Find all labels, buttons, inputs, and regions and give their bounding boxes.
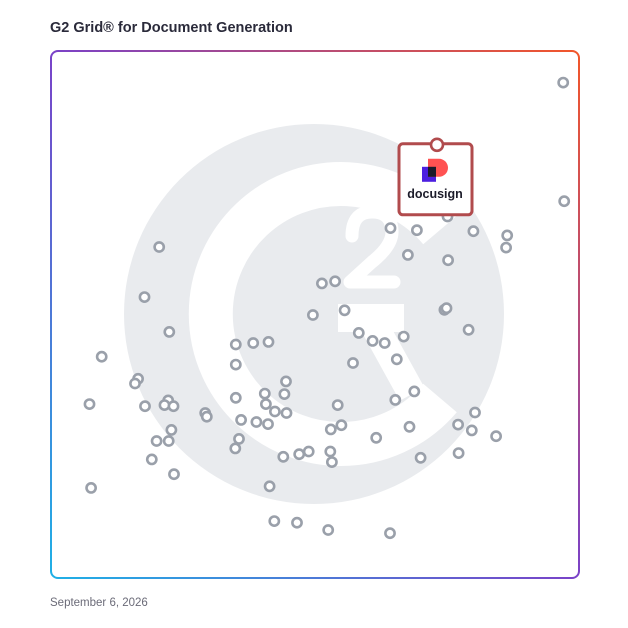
product-point-21[interactable] bbox=[352, 326, 365, 339]
product-point-6[interactable] bbox=[384, 222, 397, 234]
highlighted-product[interactable]: docusign bbox=[397, 137, 474, 217]
product-point-37[interactable] bbox=[408, 385, 421, 398]
product-point-1[interactable] bbox=[557, 76, 570, 89]
product-point-31[interactable] bbox=[390, 353, 403, 366]
product-point-7[interactable] bbox=[401, 248, 414, 261]
product-point-30[interactable] bbox=[347, 357, 359, 369]
product-point-56[interactable] bbox=[403, 420, 416, 433]
page-title: G2 Grid® for Document Generation bbox=[50, 20, 293, 36]
product-point-59[interactable] bbox=[469, 406, 481, 419]
product-point-38[interactable] bbox=[229, 391, 242, 404]
product-point-49[interactable] bbox=[235, 413, 247, 426]
docusign-logo-icon bbox=[422, 158, 448, 182]
product-point-12[interactable] bbox=[138, 291, 151, 303]
product-point-17[interactable] bbox=[462, 323, 475, 336]
product-point-67[interactable] bbox=[324, 445, 337, 458]
product-point-29[interactable] bbox=[229, 358, 242, 371]
product-point-71[interactable] bbox=[325, 456, 338, 468]
product-point-55[interactable] bbox=[324, 423, 337, 436]
product-point-20[interactable] bbox=[163, 325, 176, 338]
product-point-43[interactable] bbox=[167, 400, 180, 413]
product-point-76[interactable] bbox=[85, 481, 97, 494]
product-point-36[interactable] bbox=[278, 388, 291, 400]
product-point-9[interactable] bbox=[500, 241, 512, 254]
product-point-46[interactable] bbox=[259, 398, 272, 410]
product-point-35[interactable] bbox=[258, 387, 271, 400]
product-point-33[interactable] bbox=[129, 377, 141, 390]
product-point-5[interactable] bbox=[467, 225, 480, 238]
product-point-81[interactable] bbox=[384, 527, 396, 540]
product-point-27[interactable] bbox=[247, 337, 260, 349]
product-point-16[interactable] bbox=[440, 302, 453, 315]
product-point-73[interactable] bbox=[414, 451, 427, 464]
product-point-69[interactable] bbox=[293, 448, 306, 461]
product-point-13[interactable] bbox=[315, 277, 328, 290]
product-point-57[interactable] bbox=[452, 418, 464, 431]
product-point-3[interactable] bbox=[410, 224, 423, 237]
product-point-10[interactable] bbox=[442, 254, 454, 267]
product-point-70[interactable] bbox=[277, 450, 290, 463]
product-point-45[interactable] bbox=[389, 393, 402, 406]
product-point-66[interactable] bbox=[370, 431, 383, 444]
product-point-75[interactable] bbox=[168, 468, 180, 481]
product-point-8[interactable] bbox=[501, 229, 514, 242]
product-point-40[interactable] bbox=[139, 400, 151, 413]
product-point-50[interactable] bbox=[250, 416, 263, 428]
product-point-79[interactable] bbox=[291, 516, 303, 529]
product-point-11[interactable] bbox=[153, 241, 166, 253]
product-point-72[interactable] bbox=[145, 453, 158, 466]
product-point-64[interactable] bbox=[233, 432, 245, 445]
product-point-51[interactable] bbox=[262, 418, 274, 430]
product-point-18[interactable] bbox=[338, 304, 351, 317]
product-point-39[interactable] bbox=[83, 398, 96, 410]
product-point-44[interactable] bbox=[331, 399, 344, 411]
product-point-78[interactable] bbox=[268, 515, 281, 527]
product-point-58[interactable] bbox=[465, 424, 478, 437]
docusign-label: docusign bbox=[407, 187, 463, 201]
product-point-65[interactable] bbox=[229, 442, 242, 455]
product-point-23[interactable] bbox=[378, 337, 391, 349]
product-point-61[interactable] bbox=[165, 423, 178, 436]
product-point-24[interactable] bbox=[397, 330, 410, 343]
grid-border bbox=[50, 50, 580, 579]
product-point-68[interactable] bbox=[302, 445, 315, 458]
product-point-22[interactable] bbox=[366, 334, 379, 347]
product-point-34[interactable] bbox=[280, 375, 292, 388]
product-point-80[interactable] bbox=[322, 524, 335, 536]
product-point-19[interactable] bbox=[306, 309, 319, 321]
product-point-26[interactable] bbox=[229, 338, 242, 351]
report-date: September 6, 2026 bbox=[50, 597, 148, 609]
product-point-25[interactable] bbox=[95, 350, 108, 363]
points-layer bbox=[83, 76, 571, 540]
product-point-62[interactable] bbox=[150, 435, 163, 447]
product-point-52[interactable] bbox=[268, 405, 281, 418]
product-point-48[interactable] bbox=[200, 410, 213, 423]
product-point-77[interactable] bbox=[263, 480, 276, 493]
product-point-2[interactable] bbox=[558, 195, 571, 208]
product-point-60[interactable] bbox=[490, 430, 502, 443]
product-point-53[interactable] bbox=[280, 407, 293, 419]
product-point-54[interactable] bbox=[335, 419, 348, 432]
product-point-28[interactable] bbox=[262, 335, 275, 348]
product-point-14[interactable] bbox=[329, 275, 341, 288]
product-point-63[interactable] bbox=[162, 435, 175, 447]
product-point-74[interactable] bbox=[452, 447, 465, 459]
